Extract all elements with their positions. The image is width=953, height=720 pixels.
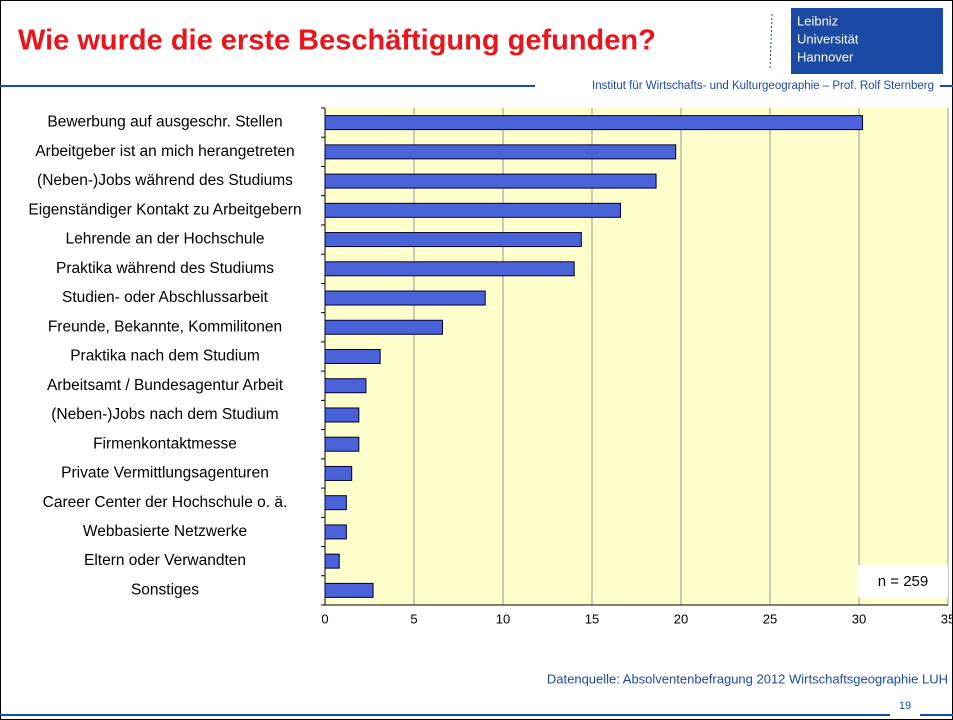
x-tick-label: 15 (585, 611, 599, 626)
y-tick-label: Career Center der Hochschule o. ä. (43, 494, 288, 511)
y-tick-label: Firmenkontaktmesse (93, 435, 237, 452)
slide-title: Wie wurde die erste Beschäftigung gefund… (18, 25, 656, 57)
logo-text: Leibniz (797, 13, 838, 28)
bar (324, 144, 677, 160)
annotation: n = 259 (878, 573, 928, 590)
y-tick-label: Eigenständiger Kontakt zu Arbeitgebern (28, 201, 301, 218)
y-tick-label: Praktika während des Studiums (56, 260, 274, 277)
logo-icon-bg (731, 8, 791, 74)
y-tick-label: Private Vermittlungsagenturen (61, 465, 269, 482)
bar (324, 349, 381, 364)
y-tick-label: (Neben-)Jobs während des Studiums (37, 172, 293, 189)
y-tick-label: Webbasierte Netzwerke (83, 523, 247, 540)
x-tick-label: 5 (410, 611, 417, 626)
logo-text: Hannover (797, 49, 854, 64)
bar (324, 378, 367, 394)
y-tick-label: Studien- oder Abschlussarbeit (62, 289, 269, 306)
bar (324, 232, 582, 248)
y-tick-label: Lehrende an der Hochschule (65, 231, 264, 248)
logo-text: Universität (797, 31, 859, 46)
bar (324, 524, 347, 540)
page-number: 19 (899, 700, 911, 712)
plot-area (325, 108, 948, 605)
x-tick-label: 30 (852, 611, 866, 626)
x-tick-label: 20 (674, 611, 688, 626)
bar (324, 173, 657, 189)
bar (324, 319, 443, 335)
y-tick-label: Eltern oder Verwandten (84, 552, 246, 569)
annotation-box (858, 565, 948, 597)
bar (324, 436, 360, 452)
bar (324, 261, 575, 277)
bar (324, 407, 360, 423)
y-tick-label: Arbeitsamt / Bundesagentur Arbeit (47, 377, 284, 394)
y-tick-label: Praktika nach dem Studium (70, 348, 260, 365)
institute: Institut für Wirtschafts- und Kulturgeog… (592, 80, 934, 92)
bar (324, 202, 621, 218)
y-tick-label: Sonstiges (131, 581, 199, 598)
x-tick-label: 10 (496, 611, 510, 626)
y-tick-label: (Neben-)Jobs nach dem Studium (51, 406, 278, 423)
logo-icon (769, 13, 773, 71)
x-tick-label: 35 (941, 611, 953, 626)
bar (324, 495, 347, 511)
bar (324, 582, 374, 598)
source: Datenquelle: Absolventenbefragung 2012 W… (547, 671, 948, 686)
y-tick-label: Freunde, Bekannte, Kommilitonen (48, 318, 282, 335)
y-tick-label: Bewerbung auf ausgeschr. Stellen (47, 114, 282, 131)
bar (324, 290, 486, 306)
bar (324, 465, 353, 481)
bar (324, 553, 340, 569)
bar (324, 115, 864, 131)
x-tick-label: 0 (321, 611, 328, 626)
y-tick-label: Arbeitgeber ist an mich herangetreten (35, 143, 294, 160)
x-tick-label: 25 (763, 611, 777, 626)
